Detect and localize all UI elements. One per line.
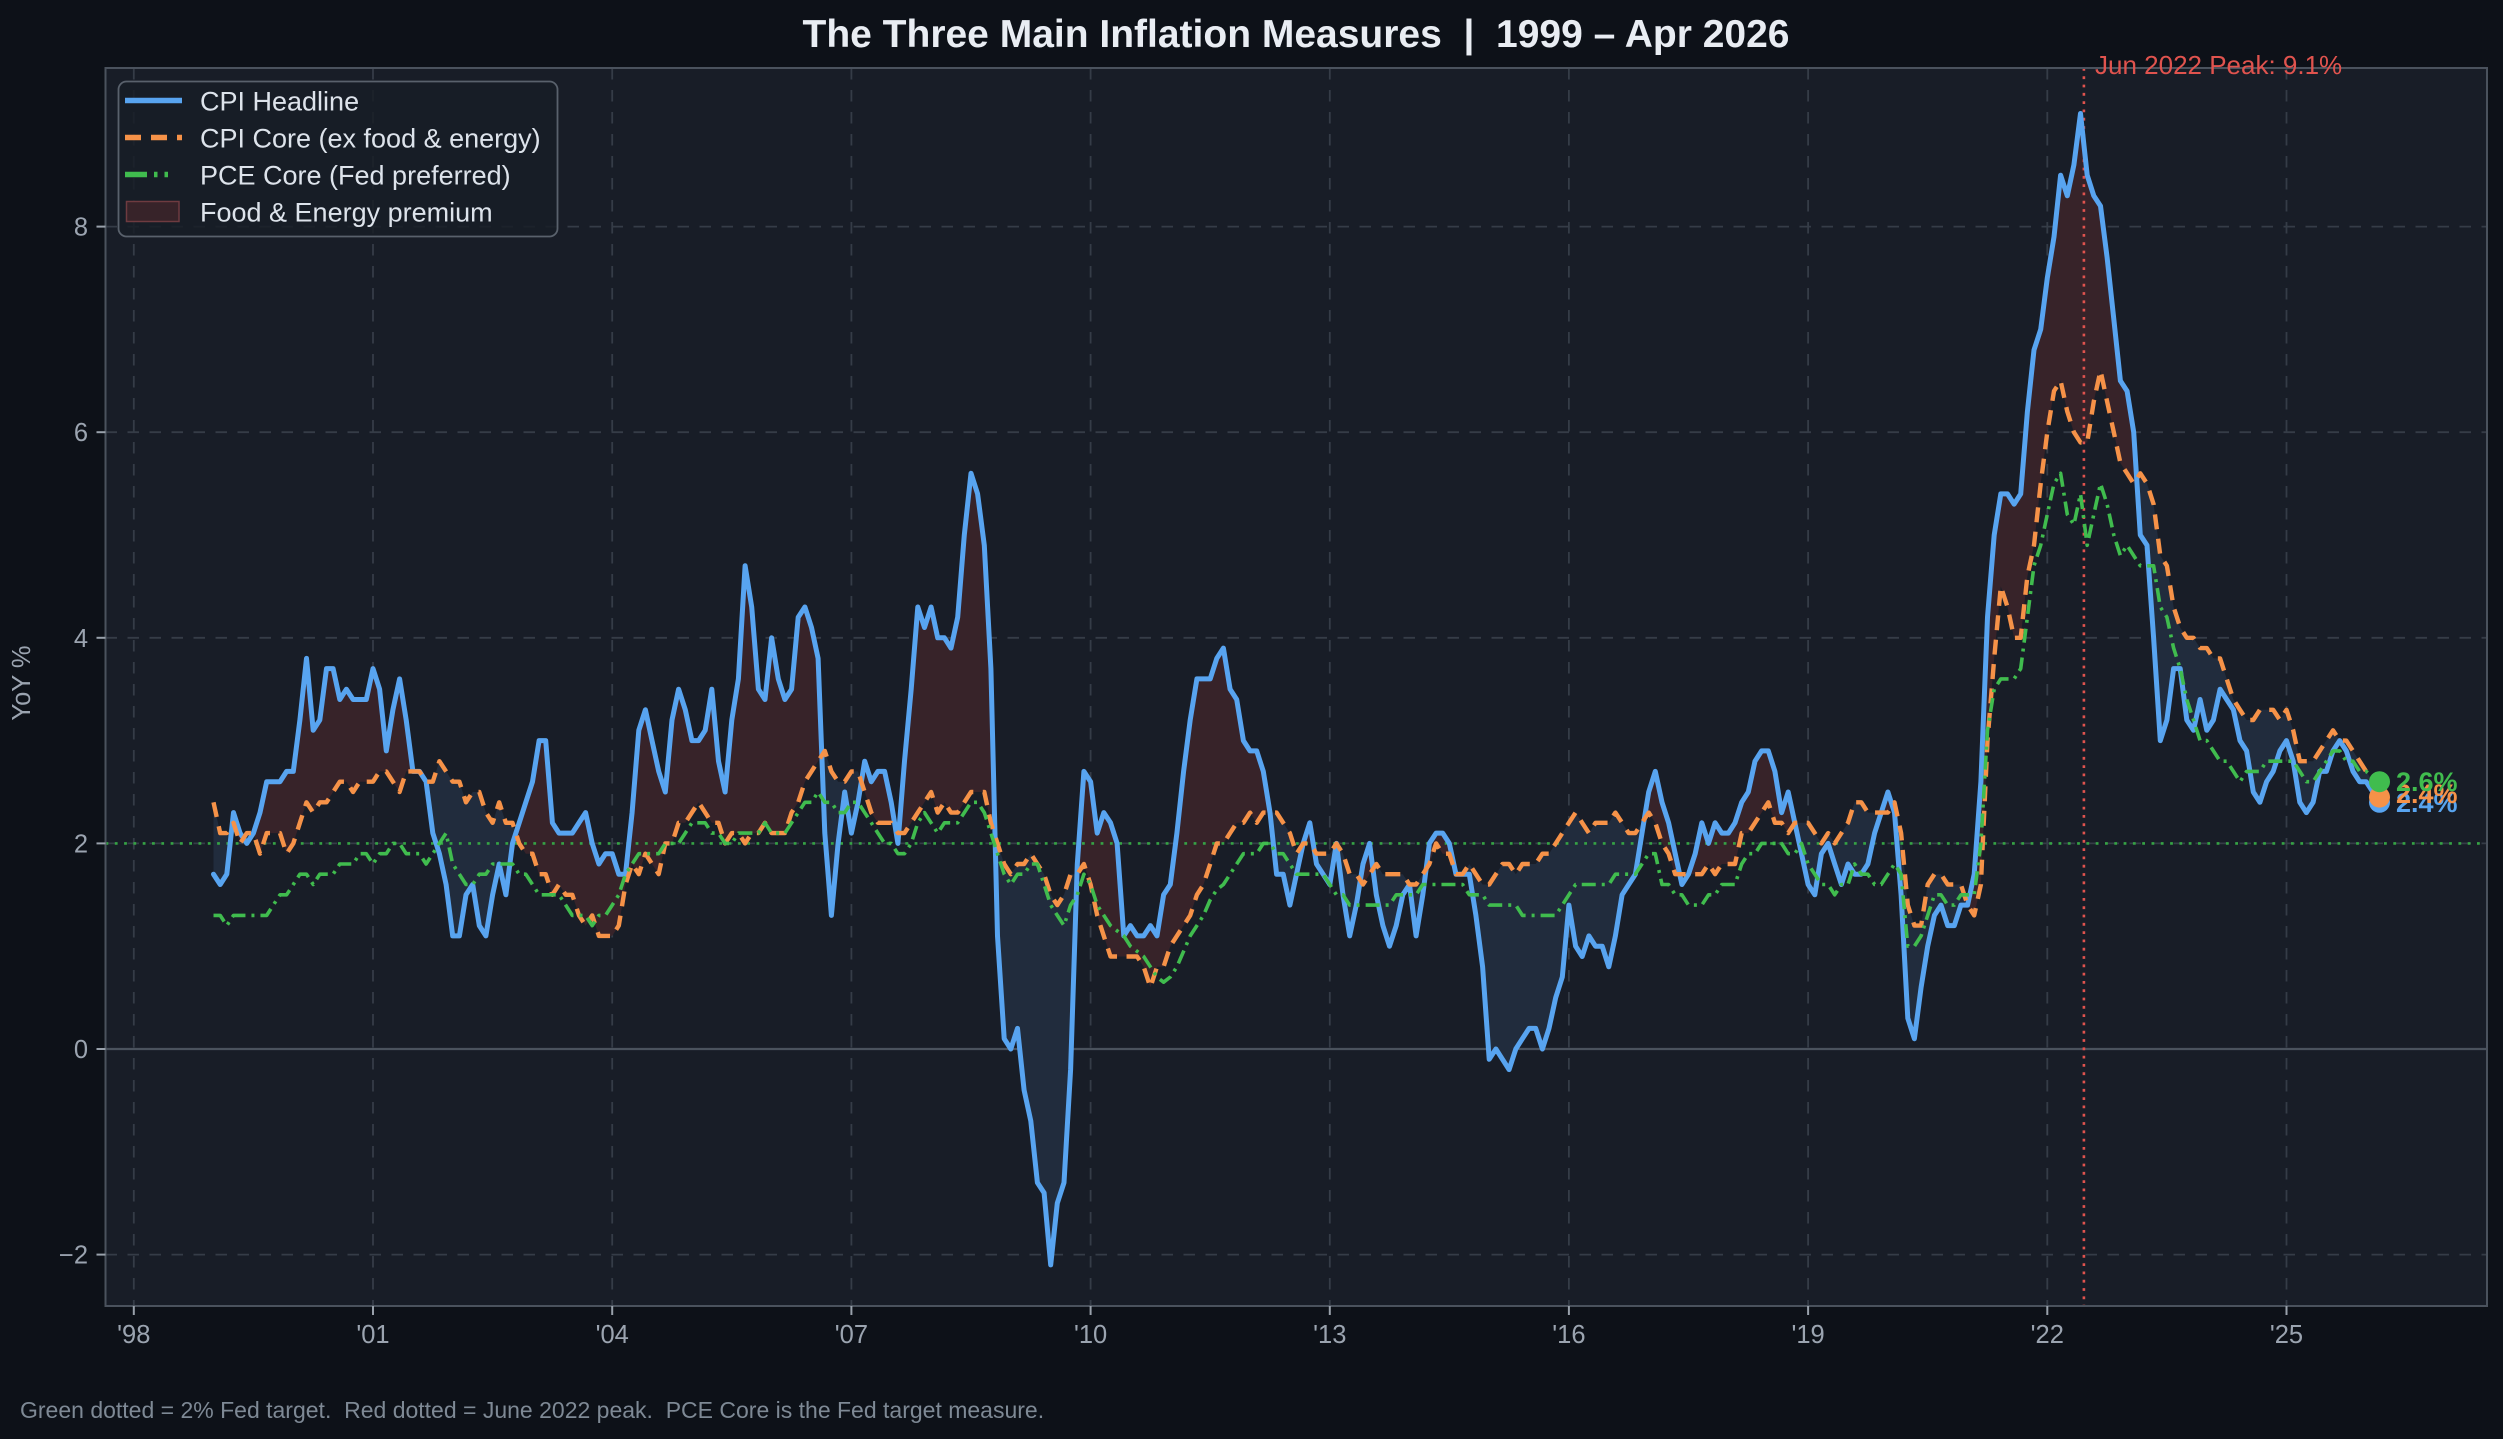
svg-text:Jun 2022 Peak: 9.1%: Jun 2022 Peak: 9.1% <box>2095 50 2342 80</box>
svg-text:2.4%: 2.4% <box>2396 788 2458 818</box>
svg-text:'98: '98 <box>117 1321 150 1349</box>
svg-text:CPI Headline: CPI Headline <box>200 87 359 117</box>
svg-text:'22: '22 <box>2031 1321 2064 1349</box>
svg-text:Food & Energy premium: Food & Energy premium <box>200 198 493 228</box>
svg-text:4: 4 <box>74 625 88 653</box>
svg-text:'07: '07 <box>835 1321 868 1349</box>
svg-text:2.6%: 2.6% <box>2396 767 2458 797</box>
svg-text:'04: '04 <box>596 1321 629 1349</box>
svg-text:0: 0 <box>74 1036 88 1064</box>
svg-text:CPI Core (ex food & energy): CPI Core (ex food & energy) <box>200 124 541 154</box>
svg-text:'10: '10 <box>1074 1321 1107 1349</box>
svg-text:'01: '01 <box>356 1321 389 1349</box>
svg-text:YoY %: YoY % <box>8 645 36 720</box>
svg-text:8: 8 <box>74 214 88 242</box>
svg-text:2: 2 <box>74 830 88 858</box>
svg-text:6: 6 <box>74 419 88 447</box>
svg-text:−2: −2 <box>59 1242 88 1270</box>
svg-text:'16: '16 <box>1552 1321 1585 1349</box>
svg-text:'13: '13 <box>1313 1321 1346 1349</box>
svg-text:The Three Main Inflation Measu: The Three Main Inflation Measures | 1999… <box>803 13 1790 56</box>
svg-text:'25: '25 <box>2270 1321 2303 1349</box>
svg-text:'19: '19 <box>1791 1321 1824 1349</box>
svg-text:PCE Core (Fed preferred): PCE Core (Fed preferred) <box>200 161 511 191</box>
svg-text:2.4%: 2.4% <box>2396 779 2458 809</box>
svg-text:Green dotted = 2% Fed target.: Green dotted = 2% Fed target. Red dotted… <box>20 1397 1044 1423</box>
